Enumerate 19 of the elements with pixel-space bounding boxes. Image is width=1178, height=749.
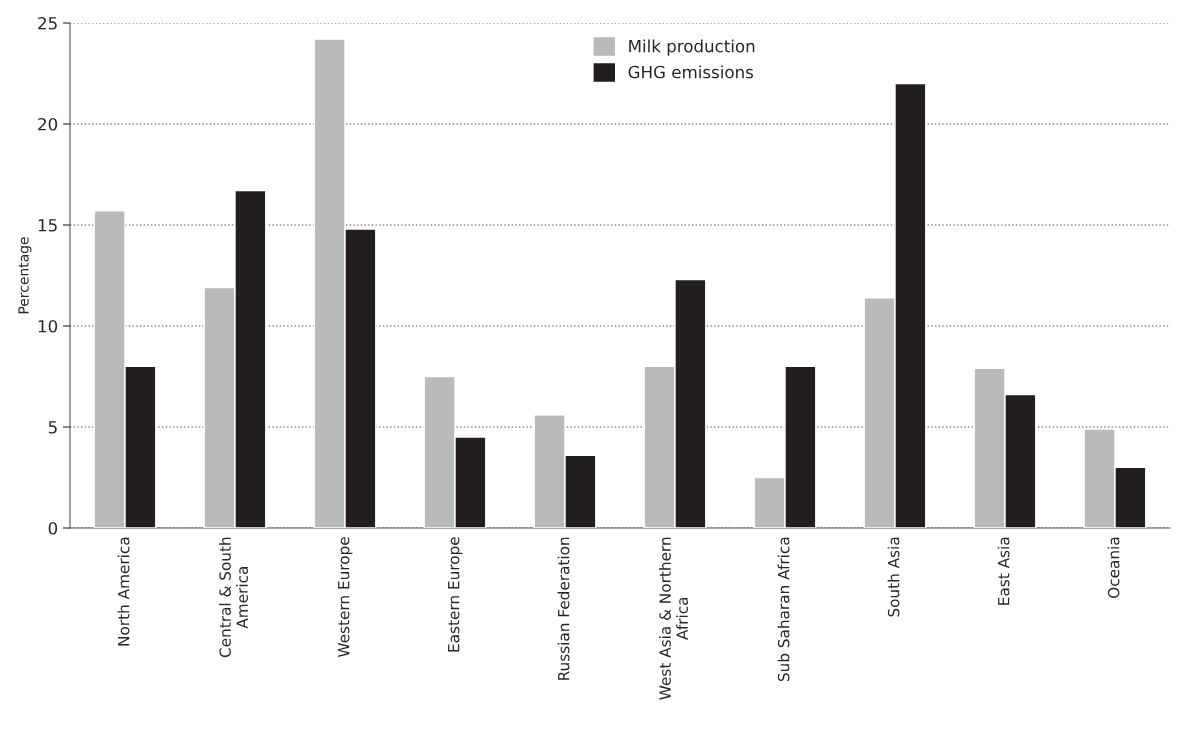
legend-label: Milk production [629,39,755,56]
legend-label: GHG emissions [628,65,754,79]
y-tick-label: 25 [38,16,57,30]
x-tick-label: Central & South America [219,537,248,658]
y-tick-label: 0 [48,521,58,535]
y-tick-label: 5 [48,421,57,434]
y-tick-label: 15 [38,219,57,232]
y-tick-label: 10 [38,319,58,333]
y-tick-label: 20 [38,117,58,131]
x-tick-label: South Asia [887,537,900,617]
x-tick-label: Oceania [1107,537,1120,598]
x-tick-label: East Asia [997,537,1010,605]
x-tick-label: West Asia & Northern Africa [659,537,688,700]
x-tick-label: Sub Saharan Africa [777,537,790,682]
x-tick-label: Russian Federation [557,537,570,680]
x-tick-label: North America [117,537,130,646]
x-tick-label: Western Europe [338,537,353,658]
y-axis-title: Percentage [18,237,32,314]
x-tick-label: Eastern Europe [448,537,463,652]
